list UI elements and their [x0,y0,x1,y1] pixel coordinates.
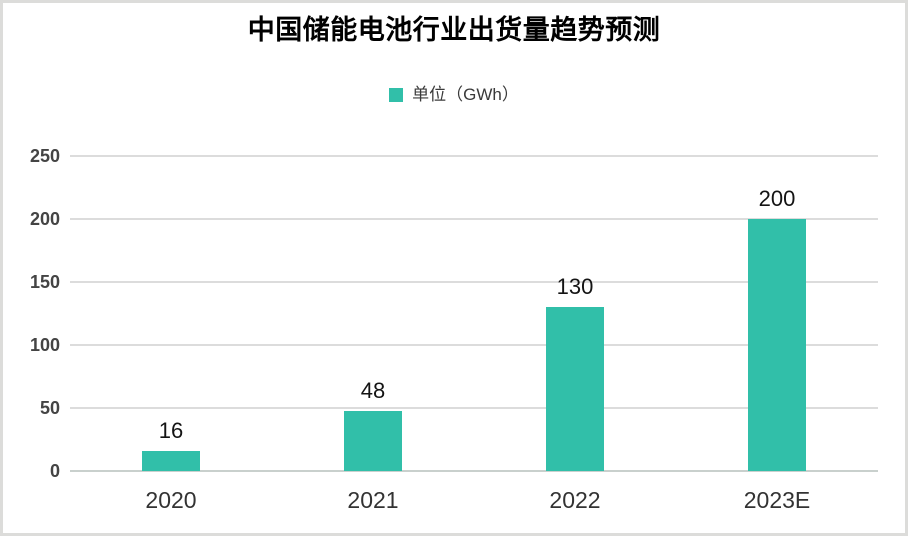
x-axis-category-label: 2022 [549,487,601,513]
legend-label: 单位（GWh） [412,85,519,104]
gridline [70,407,878,409]
legend-swatch-icon [389,88,404,102]
x-axis-line [70,470,878,472]
data-label: 130 [556,274,594,299]
bar [546,307,604,471]
data-label: 48 [360,378,386,403]
gridline [70,281,878,283]
x-axis-category-label: 2023E [743,487,811,513]
bar [344,411,402,471]
bar [748,219,806,471]
y-axis-tick-label: 0 [49,461,60,481]
y-axis-tick-label: 50 [39,398,60,418]
gridline [70,155,878,157]
data-label: 16 [158,418,184,443]
bar [142,451,200,471]
y-axis-tick-label: 100 [29,335,60,355]
y-axis-tick-label: 150 [29,272,60,292]
y-axis-tick-label: 200 [29,209,60,229]
x-axis-category-label: 2021 [347,487,399,513]
gridline [70,218,878,220]
x-axis-category-label: 2020 [145,487,197,513]
chart-title: 中国储能电池行业出货量趋势预测 [247,15,661,45]
data-label: 200 [758,186,796,211]
gridline [70,344,878,346]
y-axis-tick-label: 250 [29,146,60,166]
legend: 单位（GWh） [0,82,908,108]
